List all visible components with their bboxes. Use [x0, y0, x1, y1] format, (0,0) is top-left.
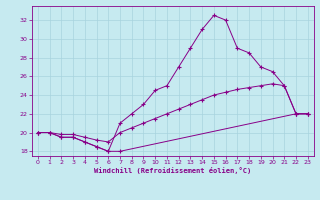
- X-axis label: Windchill (Refroidissement éolien,°C): Windchill (Refroidissement éolien,°C): [94, 167, 252, 174]
